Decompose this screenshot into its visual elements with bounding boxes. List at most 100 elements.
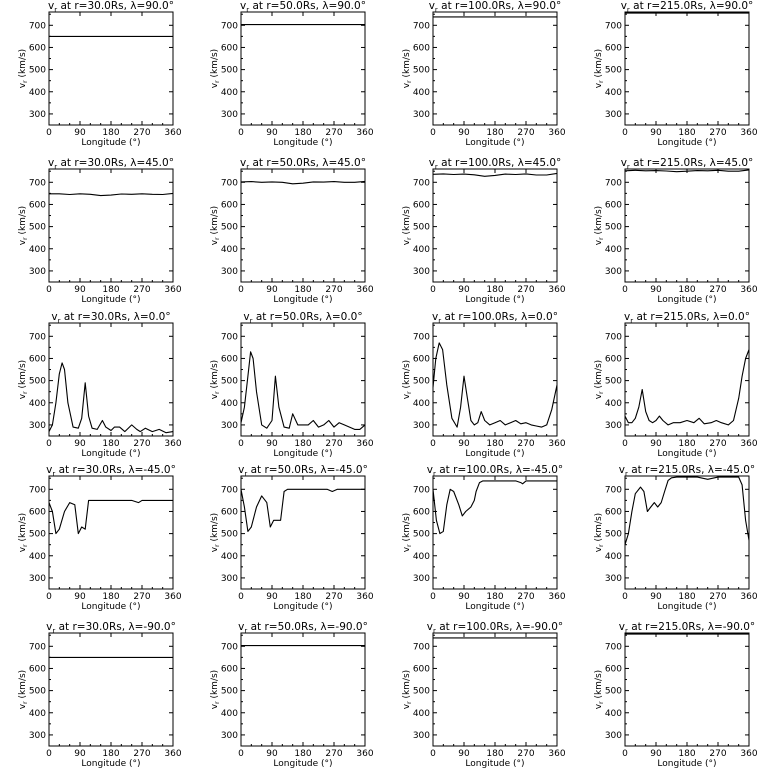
x-tick-label: 270 [517,128,534,138]
plot-frame [432,11,558,126]
x-tick-label: 270 [325,749,342,759]
y-axis-label-subscript: r [22,391,29,394]
panel-title: vr at r=215.0Rs, λ=-45.0° [619,464,755,478]
x-tick-label: 180 [678,592,695,602]
y-tick-label: 300 [605,110,622,120]
panel-title-text: at r=30.0Rs, λ=0.0° [60,311,170,323]
x-axis-label: Longitude (°) [657,295,716,305]
plot-frame [240,11,366,126]
y-axis-label-subscript: r [214,544,221,547]
y-tick-label: 700 [221,178,238,188]
panel-title-text: at r=30.0Rs, λ=90.0° [57,0,174,12]
y-tick-label: 300 [29,110,46,120]
y-axis-label-subscript: r [406,544,413,547]
plot-frame [48,322,174,437]
x-axis-label: Longitude (°) [273,449,332,459]
y-tick-label: 400 [605,245,622,255]
y-tick-label: 700 [605,332,622,342]
panel-15: vr at r=100.0Rs, λ=-45.0°0 90 180 270 360300… [402,464,566,612]
panel-title: vr at r=50.0Rs, λ=-45.0° [238,464,368,478]
y-axis-label-symbol: v [402,703,412,709]
panel-title: vr at r=100.0Rs, λ=-45.0° [427,464,563,478]
y-axis-label-symbol: v [210,393,220,399]
x-tick-label: 90 [266,439,278,449]
y-axis-label-unit: (km/s) [18,49,28,81]
y-axis-label-subscript: r [22,237,29,240]
x-tick-label: 360 [740,749,757,759]
panel-title-symbol: v [432,311,438,323]
panel-title-text: at r=215.0Rs, λ=-45.0° [628,464,755,476]
panel-title-subscript: r [433,627,436,635]
y-tick-label: 600 [221,664,238,674]
y-axis-label: vr (km/s) [18,670,29,709]
y-axis-label-symbol: v [594,239,604,245]
panel-title: vr at r=30.0Rs, λ=-45.0° [46,464,176,478]
y-tick-label: 700 [221,485,238,495]
y-axis-label: vr (km/s) [18,360,29,399]
y-axis-label-symbol: v [594,393,604,399]
y-axis-label-unit: (km/s) [594,670,604,702]
y-axis-label: vr (km/s) [210,360,221,399]
y-axis-label-symbol: v [210,239,220,245]
panel-12: vr at r=215.0Rs, λ=0.0°0 90 180 270 36030040… [594,311,758,459]
y-tick-label: 300 [221,110,238,120]
y-axis-label-symbol: v [594,703,604,709]
y-tick-label: 600 [221,354,238,364]
y-axis-label-unit: (km/s) [210,360,220,392]
x-tick-label: 0 [622,128,628,138]
x-tick-label: 180 [294,285,311,295]
y-tick-label: 400 [221,88,238,98]
y-tick-label: 700 [605,178,622,188]
panel-title-text: at r=50.0Rs, λ=-45.0° [247,464,368,476]
x-tick-label: 270 [709,285,726,295]
series-line-1 [48,362,174,434]
x-tick-label: 90 [458,285,470,295]
y-tick-label: 700 [413,485,430,495]
plot-frame [624,322,750,437]
x-tick-label: 90 [650,285,662,295]
y-axis-label: vr (km/s) [18,49,29,88]
y-axis-label-unit: (km/s) [594,513,604,545]
panel-title: vr at r=100.0Rs, λ=90.0° [429,0,562,14]
x-tick-label: 270 [709,592,726,602]
panel-title-subscript: r [627,6,630,14]
y-axis-label-subscript: r [598,701,605,704]
x-tick-label: 270 [709,749,726,759]
panel-title: vr at r=100.0Rs, λ=-90.0° [427,621,563,635]
y-tick-label: 400 [221,709,238,719]
y-axis-label-symbol: v [210,546,220,552]
panel-title-text: at r=100.0Rs, λ=-45.0° [436,464,563,476]
y-tick-label: 600 [29,507,46,517]
y-axis-label-unit: (km/s) [210,670,220,702]
y-tick-label: 700 [413,21,430,31]
panel-title-subscript: r [54,163,57,171]
x-tick-label: 270 [709,128,726,138]
x-tick-label: 270 [517,749,534,759]
panel-9: vr at r=30.0Rs, λ=0.0°0 90 180 270 360300400… [18,311,182,459]
y-tick-label: 600 [605,43,622,53]
x-tick-label: 180 [102,439,119,449]
y-tick-label: 400 [29,552,46,562]
x-tick-label: 90 [74,285,86,295]
y-tick-label: 700 [29,642,46,652]
y-tick-label: 600 [413,43,430,53]
panel-7: vr at r=100.0Rs, λ=45.0°0 90 180 270 3603004… [402,157,566,305]
panel-title-subscript: r [58,317,61,325]
panel-title: vr at r=215.0Rs, λ=-90.0° [619,621,755,635]
y-tick-label: 700 [221,642,238,652]
y-axis-label-unit: (km/s) [594,360,604,392]
y-axis-label: vr (km/s) [594,513,605,552]
y-axis-label-unit: (km/s) [402,49,412,81]
x-axis-label: Longitude (°) [273,759,332,768]
y-axis-label: vr (km/s) [210,670,221,709]
y-axis-label-subscript: r [406,701,413,704]
x-axis-label: Longitude (°) [657,449,716,459]
y-tick-label: 500 [413,687,430,697]
panel-title: vr at r=50.0Rs, λ=45.0° [240,157,366,171]
series-line-1 [432,342,558,428]
y-tick-label: 600 [413,507,430,517]
x-tick-label: 360 [548,285,565,295]
series-line-1 [48,499,173,535]
y-tick-label: 400 [29,245,46,255]
y-tick-label: 300 [413,267,430,277]
